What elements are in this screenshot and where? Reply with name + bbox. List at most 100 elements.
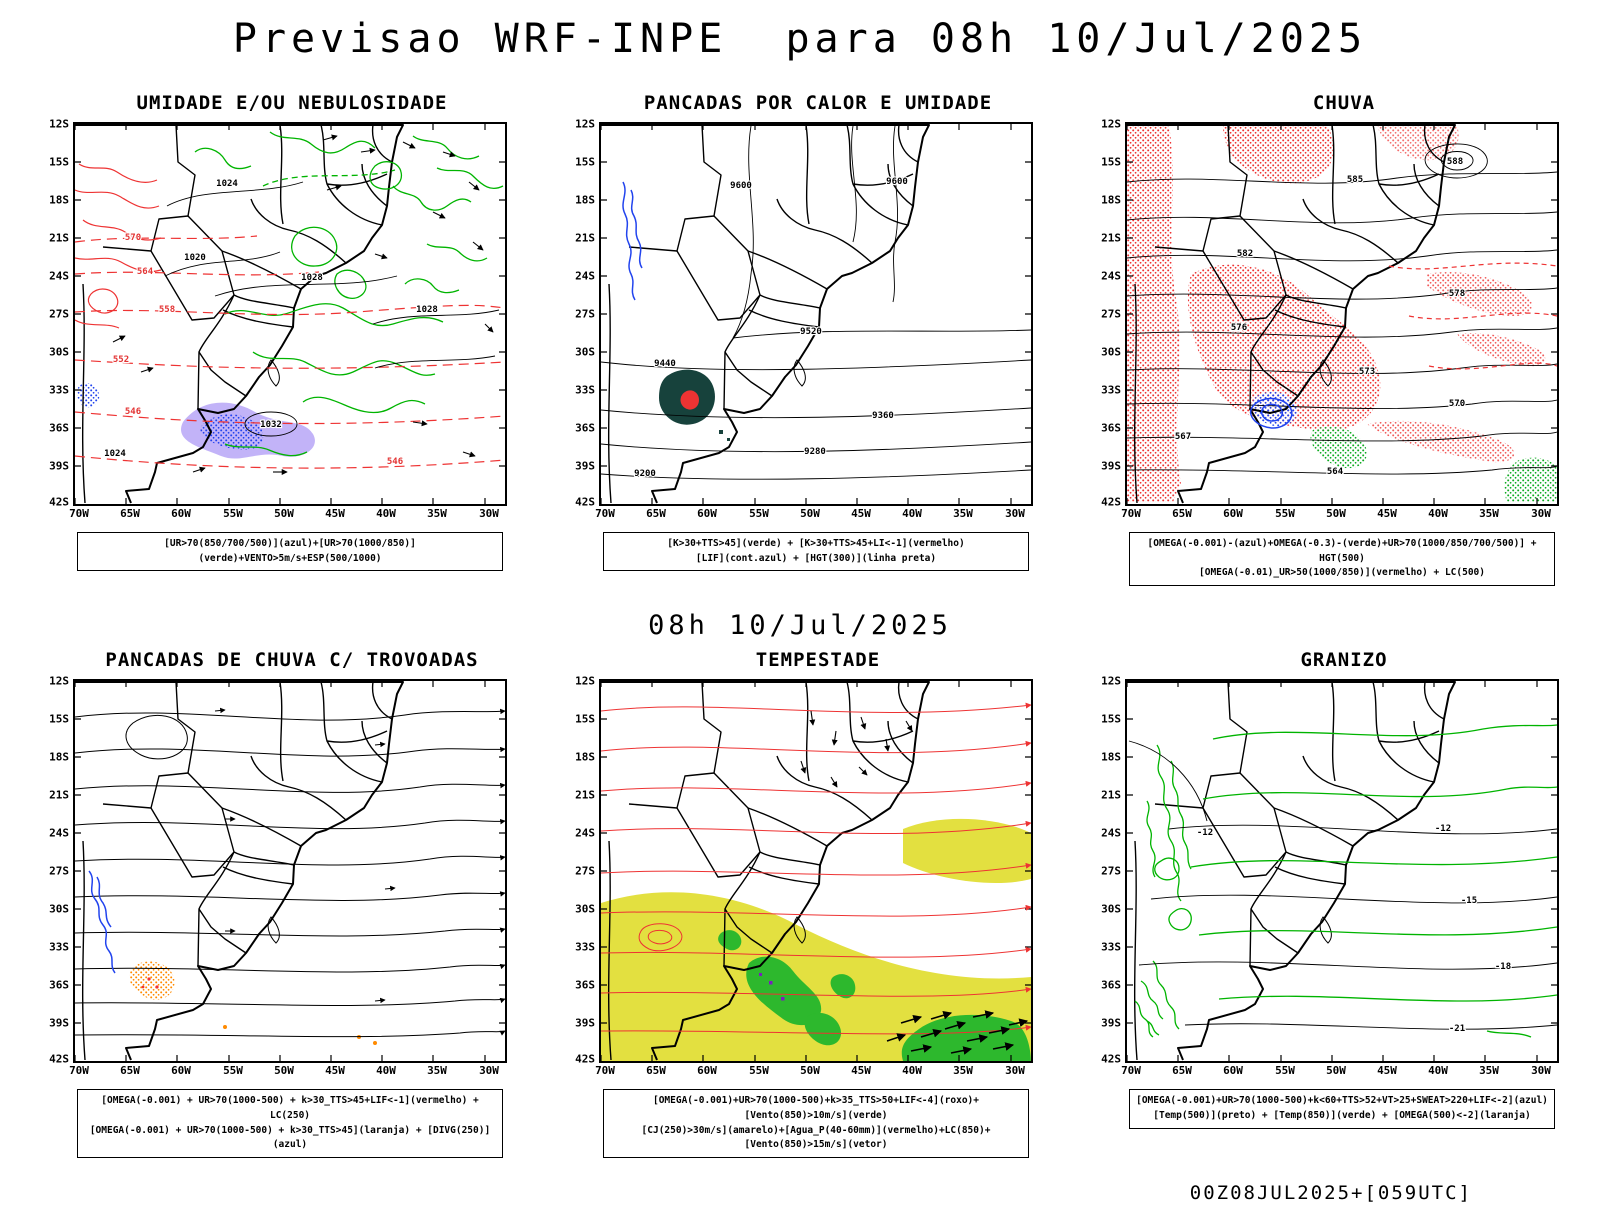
map-trovoadas <box>73 679 507 1064</box>
svg-text:570: 570 <box>125 233 141 243</box>
tick-label: 65W <box>646 1064 666 1078</box>
tick-label: 50W <box>274 1064 294 1078</box>
tick-label: 21S <box>575 788 595 802</box>
caption-line: [OMEGA(-0.01)_UR>50(1000/850)](vermelho)… <box>1199 567 1485 579</box>
tick-label: 27S <box>49 864 69 878</box>
svg-text:578: 578 <box>1449 289 1465 299</box>
streamlines-250 <box>75 707 505 1038</box>
tick-label: 39S <box>49 459 69 473</box>
caption-line: [OMEGA(-0.001) + UR>70(1000-500) + k>30_… <box>89 1124 491 1151</box>
tick-label: 55W <box>749 1064 769 1078</box>
caption-line: [OMEGA(-0.001)-(azul)+OMEGA(-0.3)-(verde… <box>1147 538 1537 564</box>
tick-label: 15S <box>575 712 595 726</box>
tick-label: 45W <box>325 1064 345 1078</box>
map-svg-trovoadas <box>75 681 505 1062</box>
temp850-green-contours <box>1134 724 1557 1038</box>
page-title: Previsao WRF-INPE para 08h 10/Jul/2025 <box>232 16 1368 62</box>
tick-label: 21S <box>1101 231 1121 245</box>
svg-text:588: 588 <box>1447 157 1463 167</box>
tick-label: 18S <box>49 193 69 207</box>
tick-label: 18S <box>575 750 595 764</box>
hgt500-contours <box>1127 143 1557 475</box>
tick-label: 15S <box>49 712 69 726</box>
tick-label: 21S <box>575 231 595 245</box>
convection-shading <box>659 369 730 441</box>
caption-line: [Temp(500)](preto) + [Temp(850)](verde) … <box>1153 1109 1531 1121</box>
svg-text:9600: 9600 <box>886 177 908 187</box>
contour-value-labels: -12 -12 -15 -18 -21 <box>1196 823 1512 1035</box>
tick-label: 30S <box>1101 902 1121 916</box>
tick-label: 30S <box>49 345 69 359</box>
tick-label: 12S <box>575 117 595 131</box>
svg-text:-18: -18 <box>1495 962 1511 972</box>
tick-label: 70W <box>1121 507 1141 520</box>
caption-box-chuva: [OMEGA(-0.001)-(azul)+OMEGA(-0.3)-(verde… <box>1129 532 1555 587</box>
svg-text:567: 567 <box>1175 432 1191 442</box>
tick-label: 21S <box>49 788 69 802</box>
caption-line: [LIF](cont.azul) + [HGT(300)](linha pret… <box>695 552 937 564</box>
tick-label: 35W <box>1479 507 1499 520</box>
tick-label: 24S <box>575 269 595 283</box>
svg-text:1020: 1020 <box>184 253 206 263</box>
tick-label: 36S <box>49 978 69 992</box>
svg-text:1024: 1024 <box>216 179 238 189</box>
lat-axis: 12S 15S 18S 21S 24S 27S 30S 33S 36S 39S 42S <box>1093 675 1125 1066</box>
tick-label: 70W <box>69 1064 89 1078</box>
lon-axis: 70W 65W 60W 55W 50W 45W 40W 35W 30W <box>1121 1063 1563 1081</box>
tick-label: 15S <box>1101 712 1121 726</box>
tick-label: 33S <box>1101 383 1121 397</box>
tick-label: 30W <box>1005 1064 1025 1078</box>
tick-label: 39S <box>1101 459 1121 473</box>
tick-label: 12S <box>575 674 595 688</box>
tick-label: 50W <box>274 507 294 520</box>
divergence-blue-contours <box>88 870 116 974</box>
svg-text:576: 576 <box>1231 323 1247 333</box>
caption-line: [UR>70(850/700/500)](azul)+[UR>70(1000/8… <box>164 538 416 564</box>
tick-label: 65W <box>120 1064 140 1078</box>
tick-label: 40W <box>1428 507 1448 520</box>
lat-axis: 12S 15S 18S 21S 24S 27S 30S 33S 36S 39S 42S <box>567 675 599 1066</box>
lon-axis: 70W 65W 60W 55W 50W 45W 40W 35W 30W <box>595 1063 1037 1081</box>
svg-text:564: 564 <box>1327 467 1344 477</box>
tick-label: 40W <box>376 507 396 520</box>
tick-label: 33S <box>575 383 595 397</box>
streamlines-850-red <box>601 702 1031 1035</box>
tick-label: 30S <box>49 902 69 916</box>
tick-label: 30W <box>479 1064 499 1078</box>
tick-label: 18S <box>1101 750 1121 764</box>
caption-line: [CJ(250)>30m/s](amarelo)+[Agua_P(40-60mm… <box>641 1124 991 1151</box>
tick-label: 60W <box>697 1064 717 1078</box>
caption-box-umidade: [UR>70(850/700/500)](azul)+[UR>70(1000/8… <box>77 532 503 572</box>
tick-label: 30W <box>1531 507 1551 520</box>
tick-label: 36S <box>1101 978 1121 992</box>
svg-text:-12: -12 <box>1435 824 1451 834</box>
top-row: UMIDADE E/OU NEBULOSIDADE 12S 15S 18S 21S 24… <box>0 92 1600 587</box>
panel-tempestade-title: TEMPESTADE <box>755 649 881 672</box>
wrf-inpe-forecast-page: { "page": { "title": "Previsao WRF-INPE … <box>0 16 1600 1216</box>
tick-label: 12S <box>1101 117 1121 131</box>
map-svg-chuva: 588 585 582 578 576 573 570 567 564 <box>1127 124 1557 504</box>
map-svg-granizo: -12 -12 -15 -18 -21 <box>1127 681 1557 1062</box>
tick-label: 65W <box>1172 507 1192 520</box>
caption-line: [OMEGA(-0.001)+UR>70(1000-500)+k>35_TTS>… <box>652 1095 979 1121</box>
tick-label: 65W <box>1172 1064 1192 1078</box>
tick-label: 50W <box>1326 1064 1346 1078</box>
contour-value-labels: 570 564 558 552 546 546 1020 1024 1028 1… <box>103 178 439 468</box>
tick-label: 42S <box>1101 495 1121 509</box>
caption-line: [K>30+TTS>45](verde) + [K>30+TTS>45+LI<-… <box>667 538 965 549</box>
tick-label: 35W <box>953 1064 973 1078</box>
panel-chuva-title: CHUVA <box>1312 92 1376 114</box>
valid-time-caption: 08h 10/Jul/2025 <box>648 610 952 642</box>
shower-stipple-regions <box>129 961 377 1046</box>
tick-label: 55W <box>1275 507 1295 520</box>
tick-label: 60W <box>697 507 717 520</box>
tick-label: 35W <box>427 507 447 520</box>
tick-label: 40W <box>1428 1064 1448 1078</box>
green-humidity-contours <box>194 131 504 457</box>
tick-label: 36S <box>1101 421 1121 435</box>
caption-box-granizo: [OMEGA(-0.001)+UR>70(1000-500)+k<60+TTS>… <box>1129 1089 1555 1129</box>
svg-text:9600: 9600 <box>730 181 752 191</box>
tick-label: 18S <box>575 193 595 207</box>
tick-label: 24S <box>1101 269 1121 283</box>
svg-text:1028: 1028 <box>301 273 323 283</box>
